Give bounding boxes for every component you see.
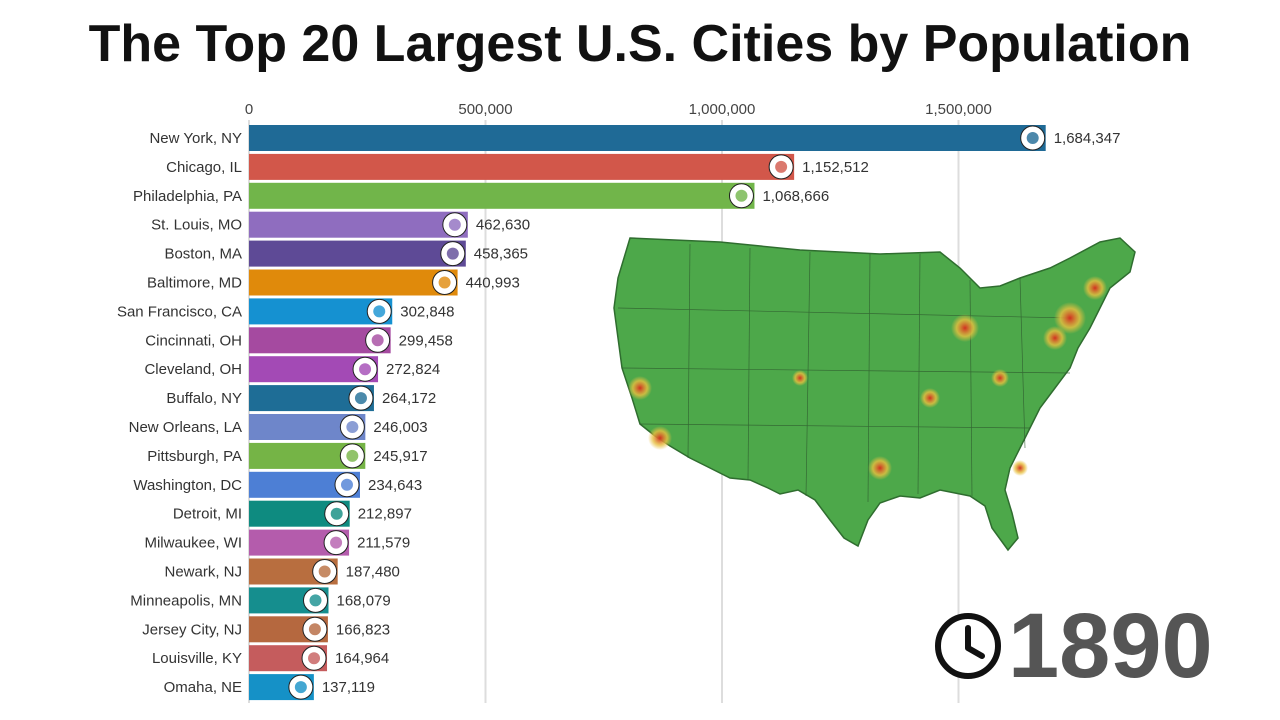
city-flag-emblem [318,565,331,578]
category-label: Omaha, NE [164,679,242,696]
value-label: 299,458 [399,332,453,349]
category-label: Newark, NJ [164,564,242,581]
city-flag-emblem [294,681,307,694]
x-tick-label: 0 [245,101,253,118]
value-label: 458,365 [474,246,528,263]
value-label: 1,068,666 [762,188,829,205]
category-label: Pittsburgh, PA [147,448,242,465]
city-flag-emblem [438,276,451,289]
x-tick-label: 1,500,000 [925,101,992,118]
city-flag-emblem [373,305,386,318]
bar [249,182,755,209]
category-label: Buffalo, NY [166,390,242,407]
bar-row: San Francisco, CA 302,848 [117,298,454,325]
value-label: 187,480 [346,564,400,581]
bar-row: Jersey City, NJ 166,823 [142,616,390,643]
category-label: Chicago, IL [166,159,242,176]
city-flag-emblem [346,421,359,433]
value-label: 246,003 [373,419,427,436]
bar-row: New York, NY 1,684,347 [149,125,1120,151]
category-label: Detroit, MI [173,506,242,523]
value-label: 264,172 [382,390,436,407]
city-flag-emblem [446,247,459,260]
value-label: 462,630 [476,217,530,234]
city-flag-emblem [371,334,384,347]
bar [249,125,1046,151]
bar-row: Boston, MA 458,365 [164,240,528,267]
value-label: 168,079 [337,592,391,609]
bar-row: Cleveland, OH 272,824 [144,356,440,383]
bar [249,211,468,238]
value-label: 1,684,347 [1054,130,1121,147]
value-label: 1,152,512 [802,159,869,176]
category-label: Cincinnati, OH [145,332,242,349]
category-label: Cleveland, OH [144,361,242,378]
category-label: San Francisco, CA [117,303,242,320]
city-flag-emblem [330,507,343,520]
bar [249,153,795,180]
bar-row: Cincinnati, OH 299,458 [145,327,453,354]
city-flag-emblem [308,652,321,665]
chart-title: The Top 20 Largest U.S. Cities by Popula… [88,15,1192,73]
bar-row: Pittsburgh, PA 245,917 [147,442,428,469]
category-label: Milwaukee, WI [144,535,242,552]
category-label: Louisville, KY [152,650,242,667]
bar-row: Omaha, NE 137,119 [164,674,375,701]
bar-row: Detroit, MI 212,897 [173,500,412,527]
x-tick-label: 1,000,000 [689,101,756,118]
category-label: St. Louis, MO [151,217,242,234]
city-flag-emblem [330,536,343,549]
clock-icon [935,613,1001,679]
city-flag-emblem [735,189,748,202]
city-flag-emblem [775,160,788,173]
category-label: Washington, DC [133,477,242,494]
category-label: Baltimore, MD [147,275,242,292]
bar-row: Philadelphia, PA 1,068,666 [133,182,829,209]
value-label: 245,917 [373,448,427,465]
city-flag-emblem [1026,132,1039,144]
city-flag-emblem [346,449,359,462]
bar-row: Newark, NJ 187,480 [164,558,400,585]
city-flag-emblem [359,363,372,376]
bars: New York, NY 1,684,347 Chicago, IL 1,152,51… [117,125,1120,701]
category-label: Minneapolis, MN [130,592,242,609]
value-label: 272,824 [386,361,440,378]
value-label: 164,964 [335,650,389,667]
bar-row: Buffalo, NY 264,172 [166,385,436,412]
x-tick-label: 500,000 [458,101,512,118]
value-label: 137,119 [322,679,375,696]
category-label: New York, NY [149,130,242,147]
bar-row: Louisville, KY 164,964 [152,645,389,672]
bar-row: Chicago, IL 1,152,512 [166,153,869,180]
bar-row: New Orleans, LA 246,003 [129,414,428,440]
city-flag-emblem [448,218,461,231]
bar [249,240,466,267]
bar [249,269,458,296]
city-flag-emblem [309,594,322,607]
city-flag-emblem [308,623,321,636]
category-label: New Orleans, LA [129,419,242,436]
us-population-density-map [613,237,1136,552]
category-label: Boston, MA [164,246,242,263]
bar-row: Minneapolis, MN 168,079 [130,587,391,614]
bar-row: Milwaukee, WI 211,579 [144,529,410,556]
bar-row: Washington, DC 234,643 [133,471,422,498]
value-label: 302,848 [400,303,454,320]
value-label: 166,823 [336,621,390,638]
bar-row: St. Louis, MO 462,630 [151,211,530,238]
city-flag-emblem [340,478,353,491]
us-landmass [613,237,1136,552]
category-label: Philadelphia, PA [133,188,242,205]
city-flag-emblem [354,392,367,405]
year-label: 1890 [1008,595,1213,697]
category-label: Jersey City, NJ [142,621,242,638]
value-label: 211,579 [357,535,410,552]
bar-row: Baltimore, MD 440,993 [147,269,520,296]
value-label: 440,993 [466,275,520,292]
value-label: 234,643 [368,477,422,494]
value-label: 212,897 [358,506,412,523]
x-axis-ticks: 0 500,000 1,000,000 1,500,000 [245,101,992,118]
